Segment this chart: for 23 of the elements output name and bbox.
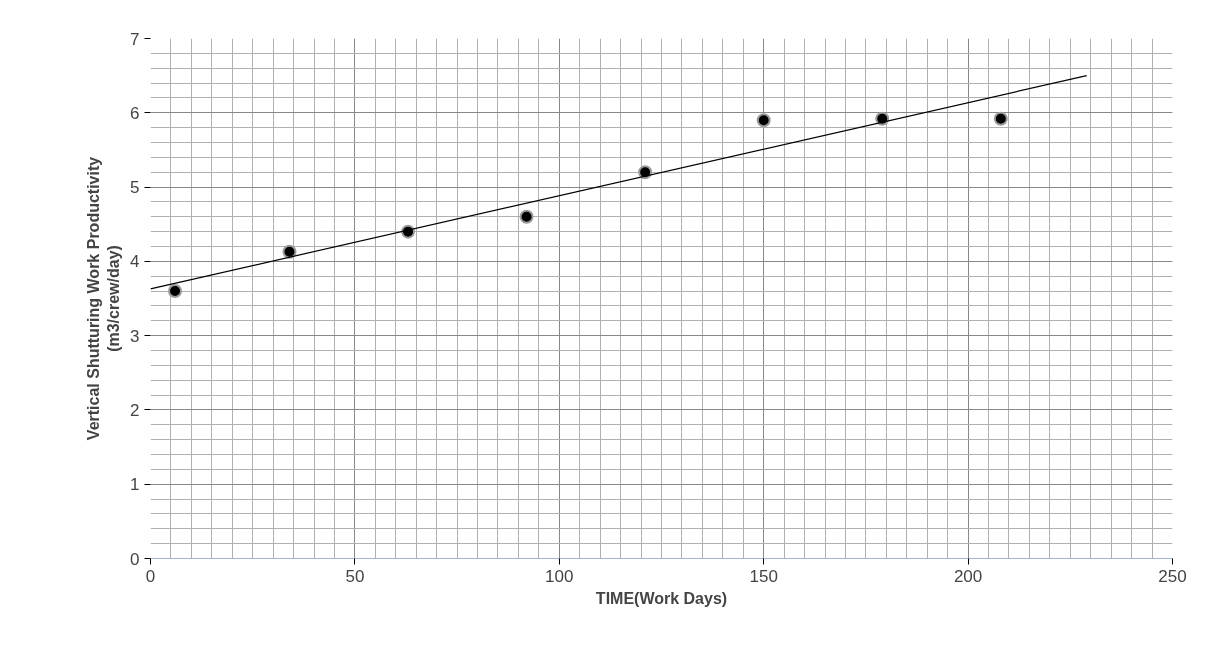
point	[993, 111, 1008, 126]
x-tick-label: 0	[145, 566, 156, 586]
y-tick-label: 1	[130, 475, 140, 495]
x-tick-label: 250	[1158, 566, 1187, 586]
y-tick-label: 4	[130, 252, 140, 272]
x-tick-label: 100	[545, 566, 574, 586]
x-tick-label: 150	[749, 566, 778, 586]
point	[756, 113, 771, 128]
y-axis-title: Vertical Shutturing Work Productivity (m3/crew/day)	[84, 156, 123, 441]
point	[519, 209, 534, 224]
point	[168, 284, 183, 299]
y-tick-label: 5	[130, 178, 140, 198]
y-tick-label: 2	[130, 400, 140, 420]
y-tick-label: 3	[130, 326, 140, 346]
y-tick-label: 7	[130, 29, 140, 49]
x-tick-label: 200	[953, 566, 983, 586]
y-tick-label: 6	[130, 103, 140, 123]
point	[401, 224, 416, 239]
point	[282, 244, 297, 259]
x-axis-title: TIME(Work Days)	[595, 589, 728, 607]
x-tick-label: 50	[345, 566, 365, 586]
point	[638, 165, 653, 180]
y-tick-label: 0	[130, 549, 140, 569]
